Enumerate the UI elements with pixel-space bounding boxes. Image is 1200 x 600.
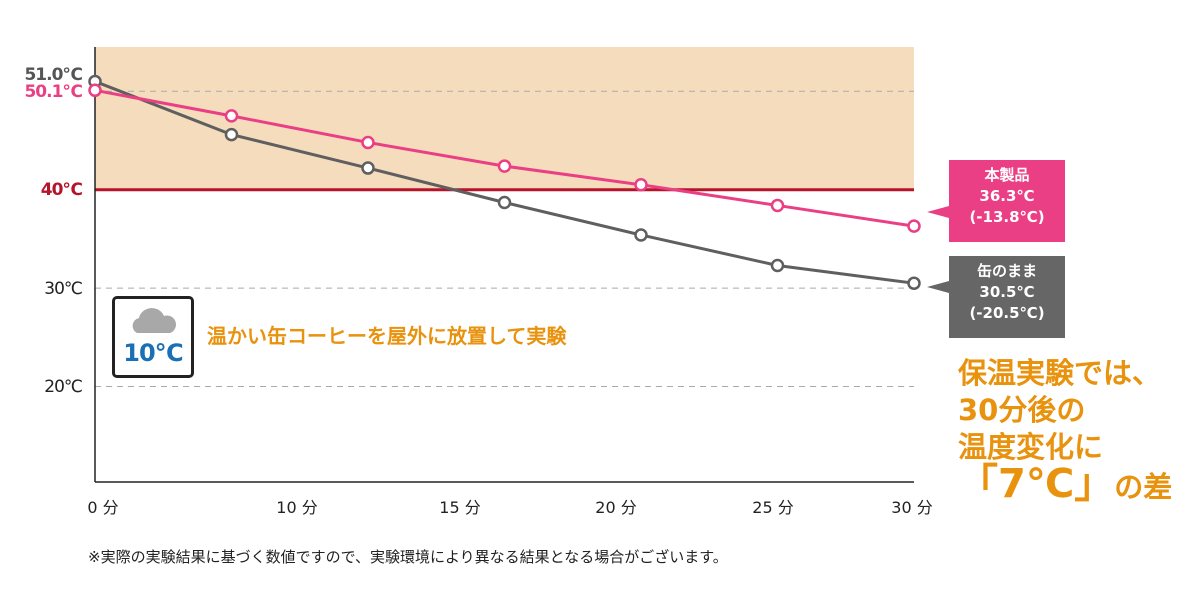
footnote: ※実際の実験結果に基づく数値ですので、実験環境により異なる結果となる場合がござい… bbox=[88, 548, 728, 566]
x-tick-label: 15 分 bbox=[439, 498, 481, 517]
x-tick-label: 0 分 bbox=[87, 498, 119, 517]
callout-can-name: 缶のまま bbox=[976, 262, 1037, 280]
y-label-40: 40℃ bbox=[40, 180, 83, 200]
conclusion-diff: 7℃ bbox=[998, 461, 1075, 507]
conclusion-close: 」 bbox=[1074, 461, 1115, 507]
conclusion: 保温実験では、 30分後の 温度変化に 「7℃」の差 bbox=[958, 355, 1172, 506]
conclusion-open: 「 bbox=[958, 461, 998, 507]
data-point bbox=[224, 127, 239, 142]
callout-product-name: 本製品 bbox=[984, 166, 1030, 184]
conclusion-line1: 保温実験では、 bbox=[958, 356, 1162, 390]
data-point bbox=[634, 178, 648, 192]
data-point bbox=[224, 109, 239, 123]
y-label-gray-start: 51.0℃ bbox=[24, 65, 83, 85]
data-point bbox=[907, 276, 921, 290]
data-point bbox=[770, 198, 785, 213]
data-point bbox=[497, 195, 512, 210]
conclusion-tail: の差 bbox=[1114, 470, 1173, 504]
x-tick-label: 20 分 bbox=[595, 498, 637, 517]
data-point bbox=[361, 161, 375, 175]
data-point bbox=[497, 159, 512, 173]
callout-can-value: 30.5℃ bbox=[979, 283, 1035, 301]
callout-can: 缶のまま 30.5℃ (-20.5℃) bbox=[927, 256, 1065, 338]
callout-can-diff: (-20.5℃) bbox=[969, 304, 1045, 322]
data-point bbox=[907, 219, 921, 233]
data-point bbox=[770, 258, 785, 273]
x-tick-label: 30 分 bbox=[891, 498, 933, 517]
weather-box: 10℃ bbox=[112, 296, 194, 378]
cloud-icon bbox=[132, 308, 177, 333]
conclusion-line3: 温度変化に bbox=[958, 430, 1104, 464]
x-tick-label: 10 分 bbox=[276, 498, 318, 517]
callout-product: 本製品 36.3℃ (-13.8℃) bbox=[927, 160, 1065, 242]
data-point bbox=[634, 228, 648, 242]
data-point bbox=[361, 135, 375, 150]
data-point bbox=[88, 83, 102, 98]
callout-product-diff: (-13.8℃) bbox=[969, 208, 1045, 226]
y-label-pink-start: 50.1℃ bbox=[24, 82, 83, 102]
weather-temp: 10℃ bbox=[123, 339, 183, 367]
y-label-30: 30℃ bbox=[44, 279, 83, 299]
callout-product-value: 36.3℃ bbox=[979, 187, 1035, 205]
x-tick-label: 25 分 bbox=[752, 498, 794, 517]
conclusion-line2: 30分後の bbox=[958, 393, 1086, 427]
y-label-20: 20℃ bbox=[44, 377, 83, 397]
experiment-label: 温かい缶コーヒーを屋外に放置して実験 bbox=[207, 324, 567, 348]
